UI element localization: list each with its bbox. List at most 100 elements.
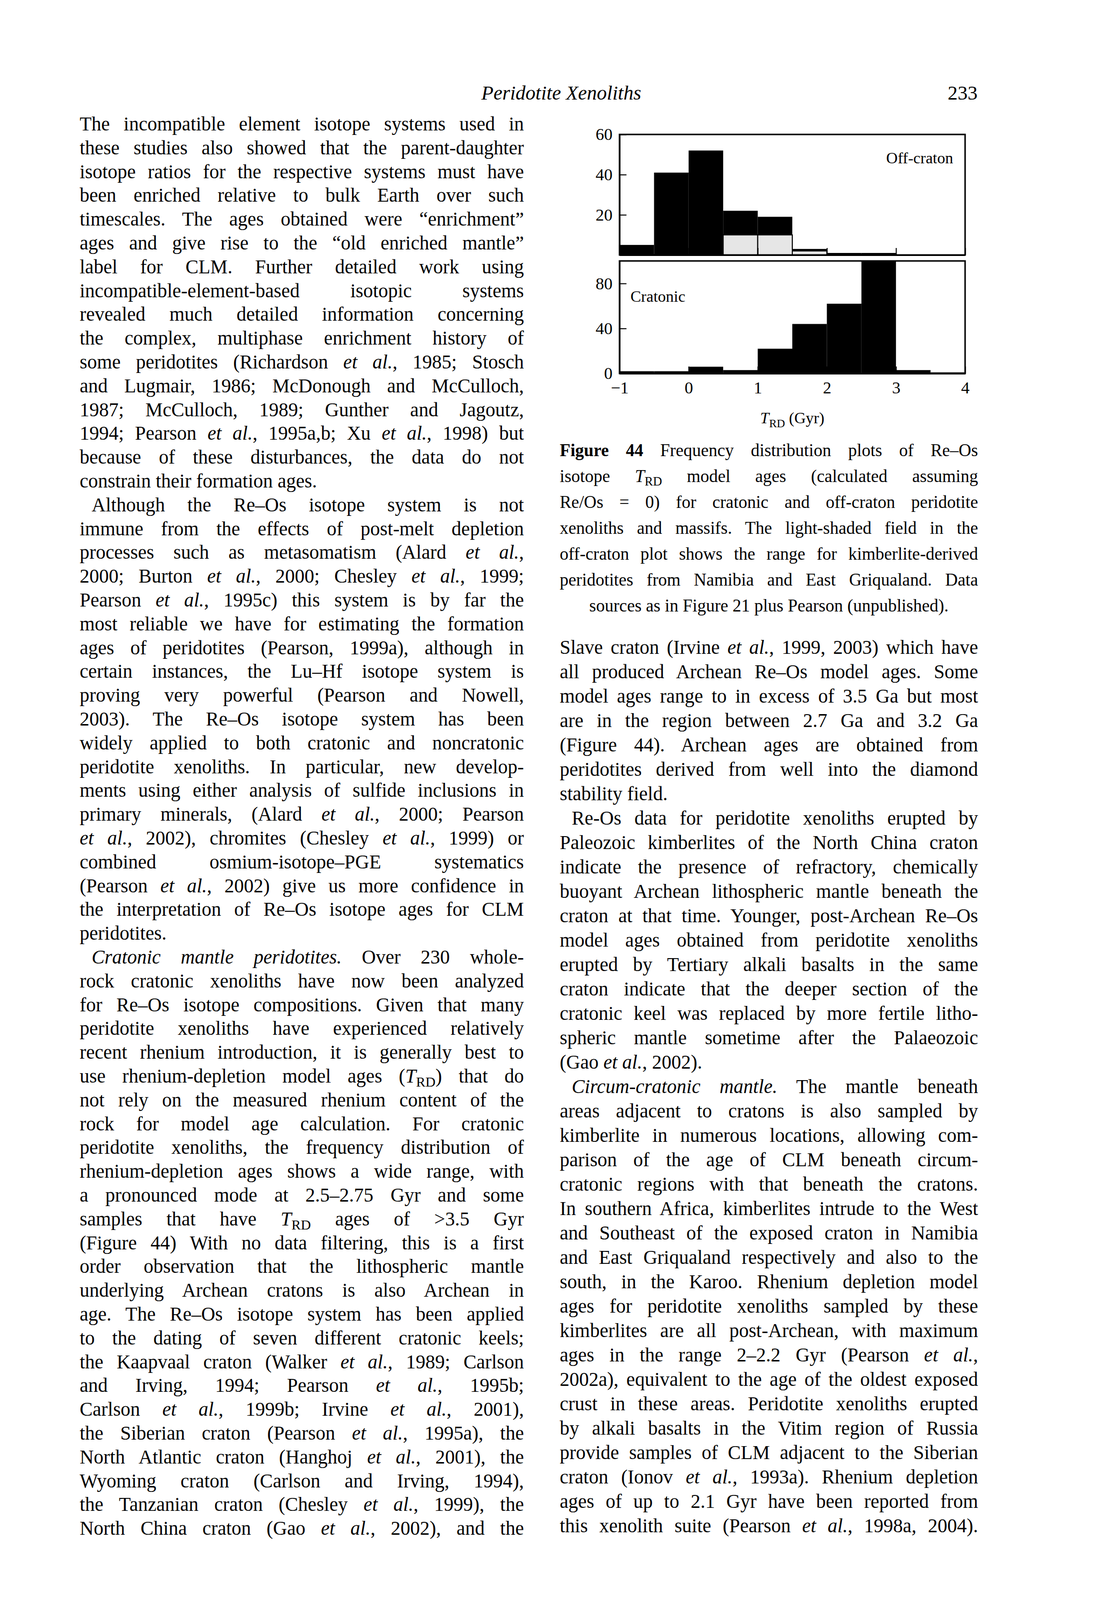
axis-title: TRD (Gyr) xyxy=(760,408,825,430)
text-line: widely applied to both cratonic and nonc… xyxy=(79,731,524,755)
text-line: Re/Os = 0) for cratonic and off-craton p… xyxy=(559,491,979,514)
text-line: peridotites from Namibia and East Griqua… xyxy=(559,568,979,592)
text-run: certain instances, the Lu–Hf isotope sys… xyxy=(79,660,524,682)
tick xyxy=(757,247,759,255)
text-line: rock cratonic xenoliths have now been an… xyxy=(79,969,524,993)
text-run: model ages obtained from peridotite xeno… xyxy=(559,929,979,951)
text-line: In southern Africa, kimberlites intrude … xyxy=(559,1196,979,1221)
text-line: incompatible-element-based isotopic syst… xyxy=(79,278,524,303)
text-run: recent rhenium introduction, it is gener… xyxy=(79,1041,524,1063)
panel-title: Cratonic xyxy=(630,287,686,306)
text-run: , 1999), the xyxy=(413,1493,524,1515)
figure: 204060Off-craton−10123404080CratonicTRD … xyxy=(0,0,1113,449)
text-run: et al. xyxy=(343,351,393,373)
text-run: peridotites from Namibia and East Griqua… xyxy=(559,570,979,590)
text-run: craton (Ionov xyxy=(559,1466,686,1488)
text-run: Re-Os data for peridotite xenoliths erup… xyxy=(571,807,979,829)
text-line: ages for peridotite xenoliths sampled by… xyxy=(559,1294,979,1319)
text-line: indicate the presence of refractory, che… xyxy=(559,855,979,879)
tick-mark xyxy=(965,247,967,255)
text-line: constrain their formation ages. xyxy=(79,469,524,494)
tick-label: 4 xyxy=(961,378,970,397)
text-line: to the dating of seven different cratoni… xyxy=(79,1326,524,1351)
text-run: Paleozoic kimberlites of the North China… xyxy=(559,831,979,854)
text-line: parison of the age of CLM beneath circum… xyxy=(559,1147,979,1172)
text-run: all produced Archean Re–Os model ages. S… xyxy=(559,660,979,683)
text-run: 1987; McCulloch, 1989; Gunther and Jagou… xyxy=(79,398,524,421)
text-line: North China craton (Gao et al., 2002), a… xyxy=(79,1516,524,1541)
text-run: Cratonic mantle peridotites. xyxy=(91,946,342,968)
text-run: Over 230 whole- xyxy=(341,946,524,968)
text-run: primary minerals, (Alard xyxy=(79,803,322,825)
tick-label: 40 xyxy=(595,165,613,184)
text-line: the interpretation of Re–Os isotope ages… xyxy=(79,897,524,922)
text-run: , 1999, 2003) which have xyxy=(769,636,979,658)
text-run: et al. xyxy=(382,827,431,849)
text-run: et al. xyxy=(340,1351,388,1373)
text-line: recent rhenium introduction, it is gener… xyxy=(79,1040,524,1065)
text-line: isotope ratios for the respective system… xyxy=(79,159,524,184)
text-run: and East Griqualand respectively and als… xyxy=(559,1246,979,1268)
text-run: 2003). The Re–Os isotope system has been xyxy=(79,708,524,730)
text-run: cratonic keel was replaced by more ferti… xyxy=(559,1002,979,1024)
text-line: and Irving, 1994; Pearson et al., 1995b; xyxy=(79,1373,524,1398)
text-line: these studies also showed that the paren… xyxy=(79,135,524,160)
text-run: RD xyxy=(291,1217,311,1233)
text-run: stability field. xyxy=(559,782,668,805)
text-run: , xyxy=(973,1344,979,1366)
text-line: xenoliths and massifs. The light-shaded … xyxy=(559,516,979,540)
text-line: immune from the effects of post-melt dep… xyxy=(79,516,524,541)
tick-label: 60 xyxy=(595,124,613,144)
text-run: et al. xyxy=(162,1398,219,1420)
text-run: T xyxy=(634,466,645,487)
text-run: et al. xyxy=(465,541,519,563)
tick: 0 xyxy=(604,364,627,383)
text-run: revealed much detailed information conce… xyxy=(79,303,524,325)
text-line: and Southeast of the exposed craton in N… xyxy=(559,1221,979,1245)
text-run: Slave craton (Irvine xyxy=(559,636,728,658)
text-line: not rely on the measured rhenium content… xyxy=(79,1088,524,1113)
text-run: buoyant Archean lithospheric mantle bene… xyxy=(559,880,979,902)
text-line: (Gao et al., 2002). xyxy=(559,1050,979,1075)
text-run: crust in these areas. Peridotite xenolit… xyxy=(559,1392,979,1415)
text-line: 1987; McCulloch, 1989; Gunther and Jagou… xyxy=(79,397,524,422)
axis-line xyxy=(618,134,621,256)
text-line: spheric mantle sometime after the Palaeo… xyxy=(559,1025,979,1050)
text-run: , 1999b; Irvine xyxy=(218,1398,391,1420)
page-number: 233 xyxy=(877,81,978,106)
tick-mark xyxy=(757,247,759,255)
text-run: RD xyxy=(416,1074,436,1090)
text-run: kimberlites are all post-Archean, with m… xyxy=(559,1319,979,1342)
histogram-bar xyxy=(757,235,793,255)
text-run: most reliable we have for estimating the… xyxy=(79,613,524,635)
text-run: RD xyxy=(644,474,662,489)
tick-mark xyxy=(619,214,627,216)
x-axis xyxy=(619,247,966,256)
text-line: craton indicate that the deeper section … xyxy=(559,977,979,1001)
text-line: 2002a), equivalent to the age of the old… xyxy=(559,1367,979,1392)
text-run: , 1995b; xyxy=(437,1374,524,1396)
text-run: the complex, multiphase enrichment histo… xyxy=(79,327,524,349)
text-line: buoyant Archean lithospheric mantle bene… xyxy=(559,879,979,904)
text-line: some peridotites (Richardson et al., 198… xyxy=(79,350,524,374)
text-run: et al. xyxy=(352,1422,403,1444)
text-run: (Figure 44) With no data filtering, this… xyxy=(79,1232,524,1254)
histogram-bar xyxy=(792,248,827,255)
tick xyxy=(826,247,828,255)
text-run: ages for peridotite xenoliths sampled by… xyxy=(559,1295,979,1317)
text-run: et al. xyxy=(367,1446,416,1468)
tick xyxy=(965,247,966,255)
text-run: , 1999) or xyxy=(430,827,524,849)
tick-mark xyxy=(965,366,967,374)
text-line: Slave craton (Irvine et al., 1999, 2003)… xyxy=(559,635,979,660)
text-run: timescales. The ages obtained were “enri… xyxy=(79,208,524,230)
y-axis: 04080 xyxy=(595,261,627,383)
axis-line xyxy=(619,372,966,375)
text-line: Wyoming craton (Carlson and Irving, 1994… xyxy=(79,1469,524,1493)
text-run: et al. xyxy=(160,874,208,897)
text-run: , 2002), chromites (Chesley xyxy=(127,827,383,849)
text-line: Cratonic mantle peridotites. Over 230 wh… xyxy=(79,945,524,970)
text-run: use rhenium-depletion model ages ( xyxy=(79,1065,406,1087)
text-run: constrain their formation ages. xyxy=(79,470,318,492)
text-line: peridotite xenoliths. In particular, new… xyxy=(79,754,524,779)
